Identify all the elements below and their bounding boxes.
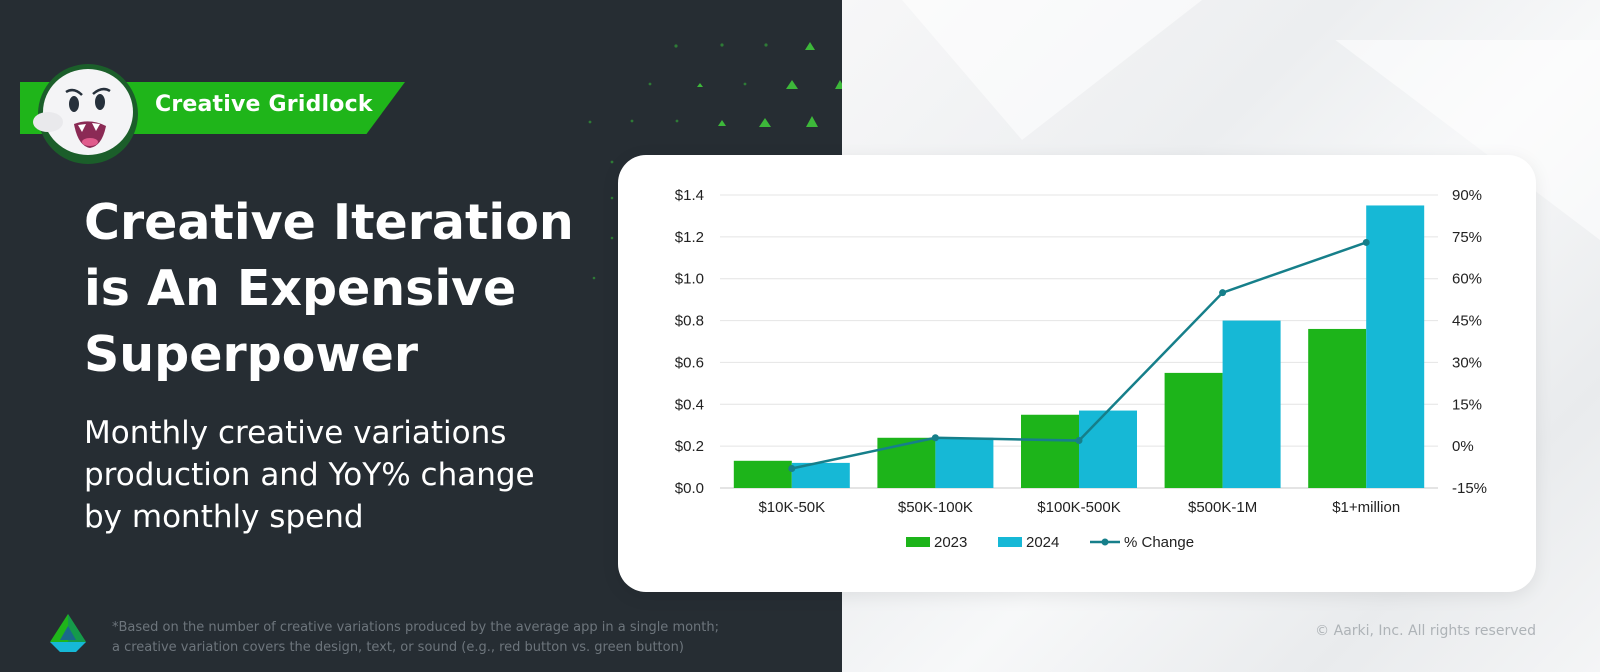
y-left-tick-label: $0.8: [675, 313, 704, 330]
change-point: [1219, 289, 1227, 297]
legend-line-marker: [1101, 538, 1109, 546]
ghost-mascot-icon: [33, 64, 138, 164]
background-facet: [902, 0, 1202, 140]
legend-label: 2024: [1026, 534, 1059, 551]
subheadline: Monthly creative variations production a…: [84, 412, 614, 538]
y-left-tick-label: $1.4: [675, 187, 704, 204]
headline: Creative Iteration is An Expensive Super…: [84, 190, 644, 388]
x-tick-label: $1+million: [1332, 499, 1400, 516]
headline-line: is An Expensive: [84, 260, 517, 317]
bar-2023: [1021, 414, 1079, 488]
chart-svg: $0.0 $0.2 $0.4 $0.6 $0.8 $1.0 $1.2 $1.4 -15% 0% 15…: [675, 187, 1487, 551]
bar-2024: [1079, 410, 1137, 488]
bar-2024: [1366, 205, 1425, 488]
y-right-tick-label: 60%: [1452, 271, 1482, 288]
bar-2023: [1308, 328, 1367, 488]
headline-line: Creative Iteration: [84, 194, 574, 251]
headline-line: Superpower: [84, 326, 419, 383]
y-left-tick-label: $0.6: [675, 354, 704, 371]
y-left-tick-label: $0.0: [675, 480, 704, 497]
badge-label: Creative Gridlock: [155, 92, 373, 117]
change-point: [788, 464, 796, 472]
y-right-tick-label: 15%: [1452, 396, 1482, 413]
change-point: [1362, 238, 1370, 246]
footnote-line: *Based on the number of creative variati…: [112, 620, 720, 635]
bar-2023: [1164, 372, 1223, 488]
y-right-tick-label: 90%: [1452, 187, 1482, 204]
bar-2024: [1222, 320, 1281, 488]
y-left-tick-label: $0.4: [675, 396, 704, 413]
y-right-tick-label: 75%: [1452, 229, 1482, 246]
x-tick-label: $50K-100K: [898, 499, 973, 516]
footnote-line: a creative variation covers the design, …: [112, 640, 684, 655]
legend-label: % Change: [1124, 534, 1194, 551]
x-tick-label: $100K-500K: [1037, 499, 1120, 516]
bar-2023: [733, 460, 792, 488]
bar-2024: [935, 437, 994, 488]
bar-2023: [877, 437, 936, 488]
legend-swatch-2023: [906, 537, 930, 547]
subheadline-line: by monthly spend: [84, 499, 364, 535]
y-right-tick-label: 0%: [1452, 438, 1474, 455]
y-left-tick-label: $1.2: [675, 229, 704, 246]
subheadline-line: production and YoY% change: [84, 457, 535, 493]
copyright: © Aarki, Inc. All rights reserved: [1315, 623, 1536, 639]
change-point: [931, 434, 939, 442]
y-right-tick-label: 45%: [1452, 313, 1482, 330]
star-decoration: [588, 42, 842, 280]
legend-label: 2023: [934, 534, 967, 551]
y-right-tick-label: 30%: [1452, 354, 1482, 371]
chart-card: $0.0 $0.2 $0.4 $0.6 $0.8 $1.0 $1.2 $1.4 -15% 0% 15…: [618, 155, 1536, 592]
subheadline-line: Monthly creative variations: [84, 415, 507, 451]
change-point: [1075, 437, 1083, 445]
x-tick-label: $500K-1M: [1188, 499, 1257, 516]
y-right-tick-label: -15%: [1452, 480, 1487, 497]
aarki-logo-icon: [50, 614, 86, 652]
y-left-tick-label: $1.0: [675, 271, 704, 288]
x-tick-label: $10K-50K: [758, 499, 825, 516]
footnote: *Based on the number of creative variati…: [112, 618, 752, 658]
legend-swatch-2024: [998, 537, 1022, 547]
y-left-tick-label: $0.2: [675, 438, 704, 455]
